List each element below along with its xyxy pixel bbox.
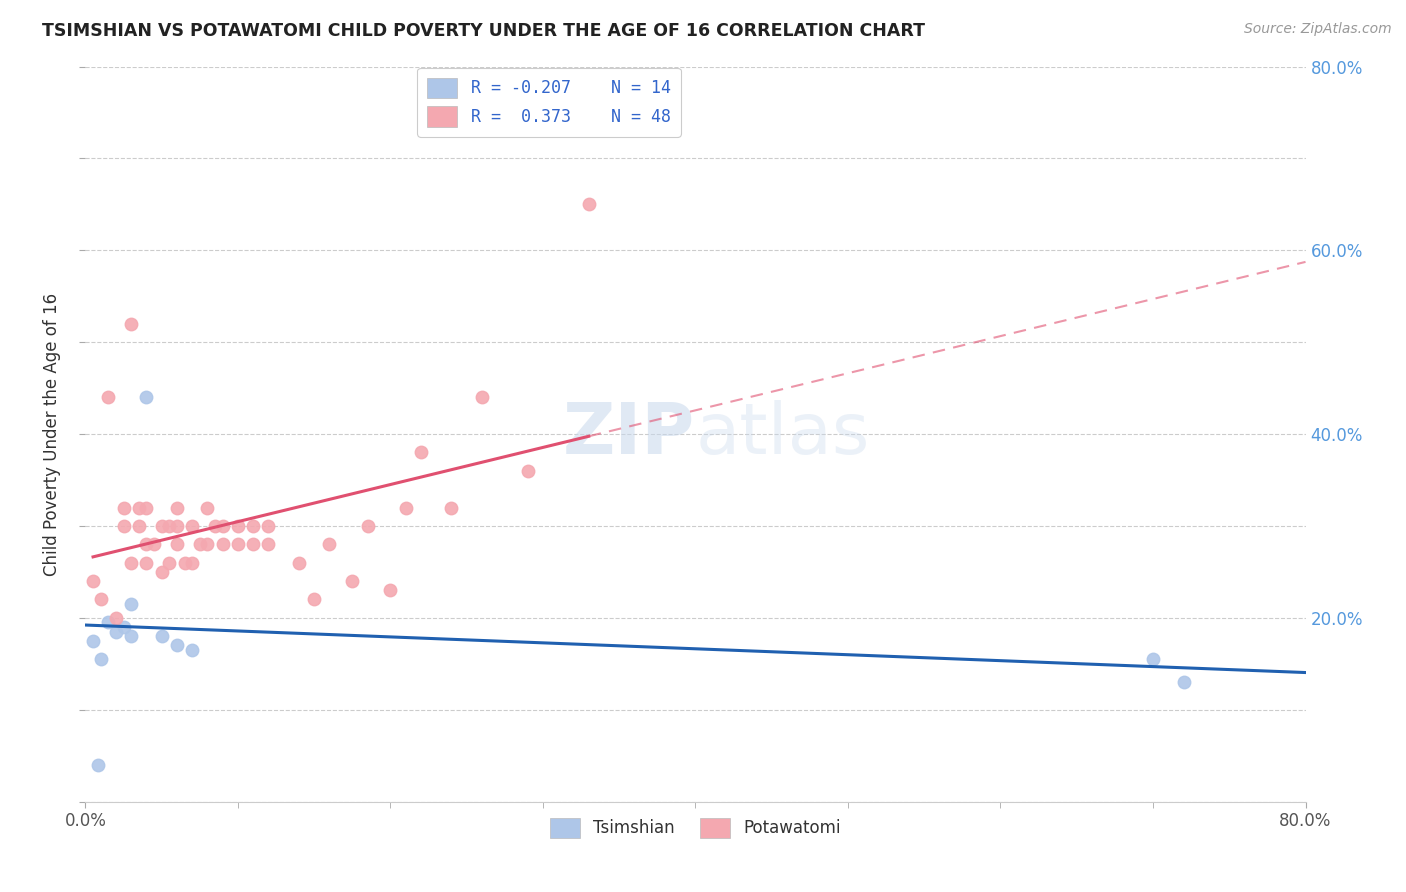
Point bbox=[128, 500, 150, 515]
Point bbox=[120, 597, 142, 611]
Point bbox=[211, 537, 233, 551]
Point bbox=[242, 519, 264, 533]
Point bbox=[90, 652, 112, 666]
Point bbox=[150, 565, 173, 579]
Point bbox=[197, 537, 219, 551]
Point bbox=[135, 500, 157, 515]
Point bbox=[516, 464, 538, 478]
Point bbox=[471, 390, 494, 404]
Point bbox=[188, 537, 211, 551]
Point bbox=[181, 556, 204, 570]
Point bbox=[166, 537, 188, 551]
Point bbox=[166, 500, 188, 515]
Y-axis label: Child Poverty Under the Age of 16: Child Poverty Under the Age of 16 bbox=[44, 293, 60, 575]
Point bbox=[112, 620, 135, 634]
Text: Source: ZipAtlas.com: Source: ZipAtlas.com bbox=[1244, 22, 1392, 37]
Point bbox=[578, 197, 600, 211]
Point bbox=[82, 574, 104, 588]
Point bbox=[112, 500, 135, 515]
Point bbox=[86, 757, 108, 772]
Legend: Tsimshian, Potawatomi: Tsimshian, Potawatomi bbox=[543, 811, 848, 845]
Point bbox=[97, 615, 120, 630]
Point bbox=[409, 445, 432, 459]
Point bbox=[120, 556, 142, 570]
Point bbox=[82, 633, 104, 648]
Point bbox=[342, 574, 364, 588]
Point bbox=[157, 556, 180, 570]
Point bbox=[1173, 675, 1195, 690]
Point bbox=[150, 629, 173, 643]
Text: TSIMSHIAN VS POTAWATOMI CHILD POVERTY UNDER THE AGE OF 16 CORRELATION CHART: TSIMSHIAN VS POTAWATOMI CHILD POVERTY UN… bbox=[42, 22, 925, 40]
Point bbox=[135, 556, 157, 570]
Point bbox=[395, 500, 418, 515]
Point bbox=[211, 519, 233, 533]
Point bbox=[135, 537, 157, 551]
Point bbox=[204, 519, 226, 533]
Point bbox=[143, 537, 166, 551]
Point bbox=[181, 643, 204, 657]
Point bbox=[288, 556, 311, 570]
Point bbox=[90, 592, 112, 607]
Point bbox=[380, 583, 402, 598]
Point bbox=[97, 390, 120, 404]
Point bbox=[226, 537, 249, 551]
Point bbox=[104, 611, 127, 625]
Point bbox=[197, 500, 219, 515]
Point bbox=[318, 537, 340, 551]
Point bbox=[242, 537, 264, 551]
Point bbox=[302, 592, 325, 607]
Point bbox=[181, 519, 204, 533]
Point bbox=[356, 519, 378, 533]
Point bbox=[128, 519, 150, 533]
Point bbox=[150, 519, 173, 533]
Point bbox=[166, 519, 188, 533]
Point bbox=[120, 317, 142, 331]
Point bbox=[112, 519, 135, 533]
Point bbox=[157, 519, 180, 533]
Point bbox=[135, 390, 157, 404]
Point bbox=[257, 537, 280, 551]
Point bbox=[120, 629, 142, 643]
Point bbox=[257, 519, 280, 533]
Text: ZIP: ZIP bbox=[564, 400, 696, 468]
Point bbox=[166, 639, 188, 653]
Point bbox=[440, 500, 463, 515]
Point bbox=[226, 519, 249, 533]
Point bbox=[173, 556, 195, 570]
Point bbox=[104, 624, 127, 639]
Point bbox=[1142, 652, 1164, 666]
Text: atlas: atlas bbox=[696, 400, 870, 468]
